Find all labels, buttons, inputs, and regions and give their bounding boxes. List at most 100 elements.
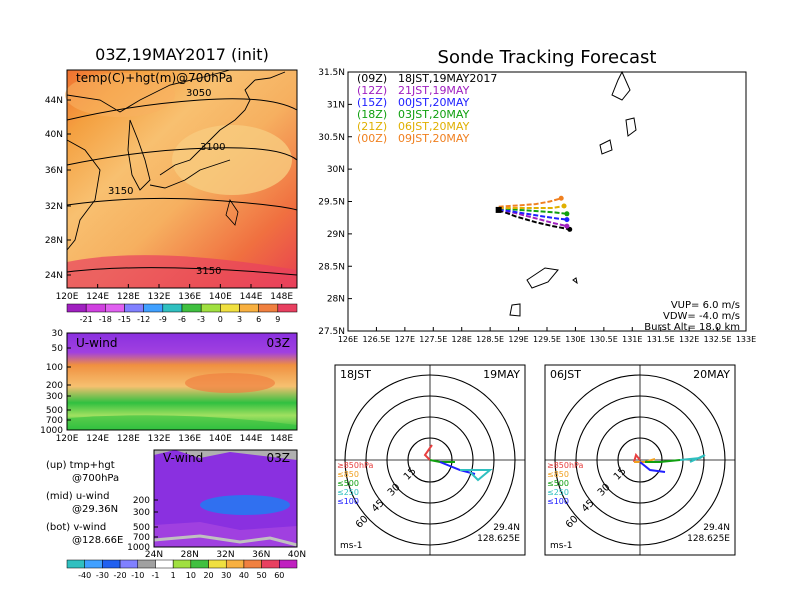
lat-tick-label: 30N [327, 165, 345, 175]
uwind-lon-axis: 120E 124E 128E 132E 136E 140E 144E 148E [56, 434, 294, 444]
hodograph-left: 18JST 19MAY29.4N128.625Ems-115304560≥850h… [334, 364, 526, 556]
vwind-label: V-wind [163, 451, 203, 465]
colorbar-cell [124, 303, 144, 313]
colorbar-cell [119, 559, 139, 569]
colorbar-tick-label: -9 [159, 315, 167, 324]
lon-tick-label: 130E [565, 335, 585, 344]
lon-tick-label: 128E [452, 335, 472, 344]
lon-tick-label: 127E [395, 335, 415, 344]
lon-tick-label: 132E [679, 335, 699, 344]
burst-text: Burst Alt= 18.0 km [644, 322, 740, 333]
colorbar-cell [239, 303, 259, 313]
colorbar-tick-label: -6 [178, 315, 186, 324]
lon-tick-label: 144E [240, 434, 263, 444]
colorbar-tick-label: -18 [99, 315, 112, 324]
legend-run-jst: 18JST,19MAY2017 [398, 72, 497, 85]
lon-tick-label: 133E [736, 335, 756, 344]
lon-tick-label: 120E [56, 292, 79, 302]
map-field-label: temp(C)+hgt(m)@700hPa [76, 71, 233, 85]
legend-run-jst: 00JST,20MAY [398, 96, 470, 109]
panel-legend: (up) tmp+hgt @700hPa (mid) u-wind @29.36… [46, 460, 123, 546]
colorbar-tick-label: -30 [96, 571, 109, 580]
lat-tick-label: 27.5N [318, 327, 345, 337]
temp-colorbar: -21 -18 -15 -12 -9 -6 -3 0 3 6 9 [66, 303, 298, 324]
lat-tick-label: 28N [181, 550, 199, 560]
lon-tick-label: 130.5E [590, 335, 618, 344]
vwind-lat-axis: 24N 28N 32N 36N 40N [145, 550, 306, 560]
colorbar-cell [105, 303, 125, 313]
pressure-tick-label: 1000 [40, 426, 63, 436]
lon-tick-label: 136E [178, 434, 201, 444]
pressure-tick-label: 300 [133, 508, 150, 518]
legend-run-utc: (18Z) [357, 108, 387, 121]
colorbar-tick-label: -3 [197, 315, 205, 324]
hodograph-unit: ms-1 [550, 541, 572, 551]
pressure-tick-label: 200 [133, 496, 150, 506]
hodograph-trace [460, 469, 493, 482]
colorbar-cell [102, 559, 121, 569]
hodograph-trace [639, 461, 666, 473]
lat-tick-label: 44N [45, 96, 63, 106]
hodograph-trace [423, 444, 433, 461]
legend-bot-1: (bot) v-wind [46, 522, 106, 533]
level-legend: ≤250 [547, 488, 569, 497]
track-endpoint [567, 226, 573, 232]
map-lon-axis: 120E 124E 128E 132E 136E 140E 144E 148E [56, 284, 293, 302]
track-line [498, 207, 568, 215]
level-legend: ≤250 [337, 488, 359, 497]
lon-tick-label: 140E [209, 292, 232, 302]
colorbar-tick-label: -12 [137, 315, 150, 324]
launch-marker [495, 206, 502, 213]
legend-up-2: @700hPa [72, 473, 119, 484]
lat-tick-label: 29.5N [318, 198, 345, 208]
hodograph-time: 18JST [340, 368, 371, 381]
lat-tick-label: 40N [45, 130, 63, 140]
map-plot [65, 69, 298, 289]
lon-tick-label: 132E [148, 292, 171, 302]
colorbar-tick-label: 40 [239, 571, 249, 580]
colorbar-cell [261, 559, 280, 569]
pressure-tick-label: 1000 [127, 543, 150, 553]
lon-tick-label: 140E [209, 434, 232, 444]
colorbar-cell [208, 559, 227, 569]
track-title: Sonde Tracking Forecast [438, 47, 657, 68]
lon-tick-label: 128.5E [476, 335, 504, 344]
lon-tick-label: 129E [508, 335, 528, 344]
colorbar-cell [190, 559, 209, 569]
pressure-tick-label: 500 [133, 523, 150, 533]
colorbar-cell [155, 559, 174, 569]
lon-tick-label: 136E [178, 292, 201, 302]
legend-mid-1: (mid) u-wind [46, 491, 109, 502]
lon-tick-label: 128E [117, 434, 140, 444]
track-endpoint [564, 211, 570, 217]
lat-tick-label: 40N [288, 550, 306, 560]
track-line [498, 208, 570, 231]
lat-tick-label: 24N [45, 271, 63, 281]
colorbar-cell [200, 303, 221, 313]
hodograph-lat: 29.4N [493, 523, 520, 533]
level-legend: ≤850 [547, 470, 569, 479]
colorbar-cell [243, 559, 262, 569]
lon-tick-label: 148E [270, 292, 293, 302]
legend-run-utc: (15Z) [357, 96, 387, 109]
lat-tick-label: 28.5N [318, 262, 345, 272]
track-endpoint [564, 217, 570, 223]
lat-tick-label: 28N [327, 295, 345, 305]
colorbar-tick-label: -40 [78, 571, 91, 580]
track-series [495, 195, 573, 232]
colorbar-cell [279, 559, 298, 569]
legend-run-utc: (21Z) [357, 120, 387, 133]
level-legend: ≤850 [337, 470, 359, 479]
lon-tick-label: 131.5E [647, 335, 675, 344]
level-legend: ≤500 [547, 479, 569, 488]
legend-run-jst: 21JST,19MAY [398, 84, 470, 97]
legend-up-1: (up) tmp+hgt [46, 460, 115, 471]
lat-tick-label: 30.5N [318, 133, 345, 143]
lon-tick-label: 124E [86, 434, 109, 444]
legend-run-utc: (09Z) [357, 72, 387, 85]
legend-mid-2: @29.36N [72, 504, 118, 515]
track-legend: (09Z) 18JST,19MAY2017 (12Z) 21JST,19MAY (15Z… [357, 72, 497, 145]
legend-run-jst: 03JST,20MAY [398, 108, 470, 121]
vwind-plot [153, 449, 298, 548]
